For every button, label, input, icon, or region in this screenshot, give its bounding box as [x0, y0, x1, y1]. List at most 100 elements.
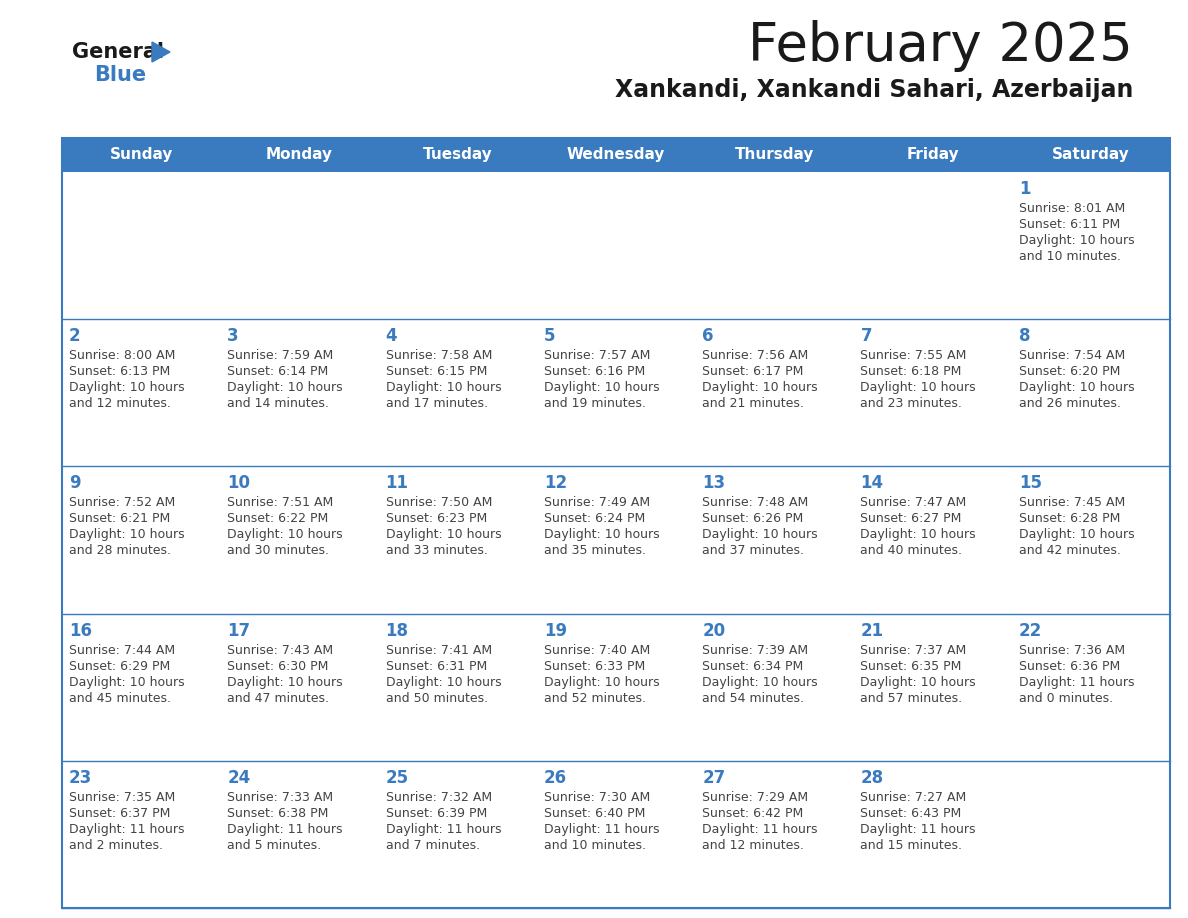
Text: Sunset: 6:16 PM: Sunset: 6:16 PM: [544, 365, 645, 378]
Text: Sunrise: 7:33 AM: Sunrise: 7:33 AM: [227, 790, 334, 804]
Text: and 26 minutes.: and 26 minutes.: [1019, 397, 1120, 410]
Text: Sunrise: 7:58 AM: Sunrise: 7:58 AM: [386, 349, 492, 363]
Text: Sunset: 6:26 PM: Sunset: 6:26 PM: [702, 512, 803, 525]
Text: and 0 minutes.: and 0 minutes.: [1019, 691, 1113, 705]
Text: Sunrise: 7:41 AM: Sunrise: 7:41 AM: [386, 644, 492, 656]
Text: Saturday: Saturday: [1053, 148, 1130, 162]
Text: 18: 18: [386, 621, 409, 640]
Text: 27: 27: [702, 768, 726, 787]
Text: Daylight: 11 hours: Daylight: 11 hours: [69, 823, 184, 835]
Text: Sunrise: 7:54 AM: Sunrise: 7:54 AM: [1019, 349, 1125, 363]
Text: Sunset: 6:33 PM: Sunset: 6:33 PM: [544, 660, 645, 673]
Text: 24: 24: [227, 768, 251, 787]
Text: Sunrise: 7:45 AM: Sunrise: 7:45 AM: [1019, 497, 1125, 509]
Text: 8: 8: [1019, 327, 1030, 345]
Text: Daylight: 10 hours: Daylight: 10 hours: [386, 676, 501, 688]
Text: Wednesday: Wednesday: [567, 148, 665, 162]
Text: Sunrise: 7:44 AM: Sunrise: 7:44 AM: [69, 644, 175, 656]
Text: Daylight: 10 hours: Daylight: 10 hours: [386, 529, 501, 542]
Text: Sunrise: 7:52 AM: Sunrise: 7:52 AM: [69, 497, 176, 509]
Text: Sunset: 6:20 PM: Sunset: 6:20 PM: [1019, 365, 1120, 378]
Text: and 54 minutes.: and 54 minutes.: [702, 691, 804, 705]
Text: Sunrise: 7:39 AM: Sunrise: 7:39 AM: [702, 644, 808, 656]
Text: 22: 22: [1019, 621, 1042, 640]
Text: Sunset: 6:13 PM: Sunset: 6:13 PM: [69, 365, 170, 378]
Text: Sunset: 6:23 PM: Sunset: 6:23 PM: [386, 512, 487, 525]
Text: Sunset: 6:38 PM: Sunset: 6:38 PM: [227, 807, 329, 820]
Text: Sunrise: 8:00 AM: Sunrise: 8:00 AM: [69, 349, 176, 363]
Text: Daylight: 10 hours: Daylight: 10 hours: [544, 676, 659, 688]
Text: and 5 minutes.: and 5 minutes.: [227, 839, 322, 852]
Text: 12: 12: [544, 475, 567, 492]
Text: and 21 minutes.: and 21 minutes.: [702, 397, 804, 410]
Text: Sunrise: 7:29 AM: Sunrise: 7:29 AM: [702, 790, 808, 804]
Text: Sunset: 6:15 PM: Sunset: 6:15 PM: [386, 365, 487, 378]
Text: and 10 minutes.: and 10 minutes.: [544, 839, 646, 852]
Bar: [62, 138, 1170, 908]
Text: 10: 10: [227, 475, 251, 492]
Text: Sunrise: 8:01 AM: Sunrise: 8:01 AM: [1019, 202, 1125, 215]
Text: Sunset: 6:24 PM: Sunset: 6:24 PM: [544, 512, 645, 525]
Text: Sunrise: 7:27 AM: Sunrise: 7:27 AM: [860, 790, 967, 804]
Text: Daylight: 10 hours: Daylight: 10 hours: [227, 676, 343, 688]
Text: Monday: Monday: [266, 148, 333, 162]
Text: Sunrise: 7:35 AM: Sunrise: 7:35 AM: [69, 790, 176, 804]
Text: 17: 17: [227, 621, 251, 640]
Text: Sunrise: 7:55 AM: Sunrise: 7:55 AM: [860, 349, 967, 363]
Text: 5: 5: [544, 327, 555, 345]
Text: Sunset: 6:30 PM: Sunset: 6:30 PM: [227, 660, 329, 673]
Text: Daylight: 10 hours: Daylight: 10 hours: [69, 529, 184, 542]
Text: Daylight: 10 hours: Daylight: 10 hours: [227, 381, 343, 394]
Text: Sunset: 6:39 PM: Sunset: 6:39 PM: [386, 807, 487, 820]
Text: Sunset: 6:18 PM: Sunset: 6:18 PM: [860, 365, 962, 378]
Text: and 45 minutes.: and 45 minutes.: [69, 691, 171, 705]
Text: Sunset: 6:29 PM: Sunset: 6:29 PM: [69, 660, 170, 673]
Text: Daylight: 10 hours: Daylight: 10 hours: [544, 529, 659, 542]
Text: 15: 15: [1019, 475, 1042, 492]
Text: Daylight: 11 hours: Daylight: 11 hours: [227, 823, 343, 835]
Text: Daylight: 10 hours: Daylight: 10 hours: [860, 381, 977, 394]
Text: Sunset: 6:17 PM: Sunset: 6:17 PM: [702, 365, 803, 378]
Text: Daylight: 10 hours: Daylight: 10 hours: [860, 529, 977, 542]
Text: Daylight: 10 hours: Daylight: 10 hours: [860, 676, 977, 688]
Text: 21: 21: [860, 621, 884, 640]
Text: Thursday: Thursday: [734, 148, 814, 162]
Polygon shape: [152, 42, 170, 62]
Text: Daylight: 10 hours: Daylight: 10 hours: [1019, 234, 1135, 247]
Text: Sunrise: 7:40 AM: Sunrise: 7:40 AM: [544, 644, 650, 656]
Text: Friday: Friday: [906, 148, 959, 162]
Text: Sunset: 6:35 PM: Sunset: 6:35 PM: [860, 660, 962, 673]
Text: General: General: [72, 42, 164, 62]
Text: Sunset: 6:37 PM: Sunset: 6:37 PM: [69, 807, 170, 820]
Text: Tuesday: Tuesday: [423, 148, 493, 162]
Text: Sunset: 6:43 PM: Sunset: 6:43 PM: [860, 807, 961, 820]
Text: Sunrise: 7:37 AM: Sunrise: 7:37 AM: [860, 644, 967, 656]
Text: and 47 minutes.: and 47 minutes.: [227, 691, 329, 705]
Text: Sunrise: 7:47 AM: Sunrise: 7:47 AM: [860, 497, 967, 509]
Text: Daylight: 10 hours: Daylight: 10 hours: [227, 529, 343, 542]
Text: February 2025: February 2025: [748, 20, 1133, 72]
Text: and 35 minutes.: and 35 minutes.: [544, 544, 646, 557]
Text: Daylight: 10 hours: Daylight: 10 hours: [386, 381, 501, 394]
Text: Sunset: 6:22 PM: Sunset: 6:22 PM: [227, 512, 329, 525]
Text: and 50 minutes.: and 50 minutes.: [386, 691, 488, 705]
Text: Sunrise: 7:50 AM: Sunrise: 7:50 AM: [386, 497, 492, 509]
Text: 11: 11: [386, 475, 409, 492]
Text: and 30 minutes.: and 30 minutes.: [227, 544, 329, 557]
Text: Daylight: 10 hours: Daylight: 10 hours: [702, 381, 817, 394]
Text: and 40 minutes.: and 40 minutes.: [860, 544, 962, 557]
Text: 9: 9: [69, 475, 81, 492]
Text: 6: 6: [702, 327, 714, 345]
Text: Daylight: 10 hours: Daylight: 10 hours: [702, 676, 817, 688]
Text: and 37 minutes.: and 37 minutes.: [702, 544, 804, 557]
Text: 13: 13: [702, 475, 725, 492]
Text: 2: 2: [69, 327, 81, 345]
Text: 1: 1: [1019, 180, 1030, 198]
Text: Sunrise: 7:48 AM: Sunrise: 7:48 AM: [702, 497, 808, 509]
Text: and 57 minutes.: and 57 minutes.: [860, 691, 962, 705]
Text: and 19 minutes.: and 19 minutes.: [544, 397, 646, 410]
Text: 28: 28: [860, 768, 884, 787]
Text: Sunday: Sunday: [109, 148, 172, 162]
Text: 23: 23: [69, 768, 93, 787]
Text: Daylight: 11 hours: Daylight: 11 hours: [544, 823, 659, 835]
